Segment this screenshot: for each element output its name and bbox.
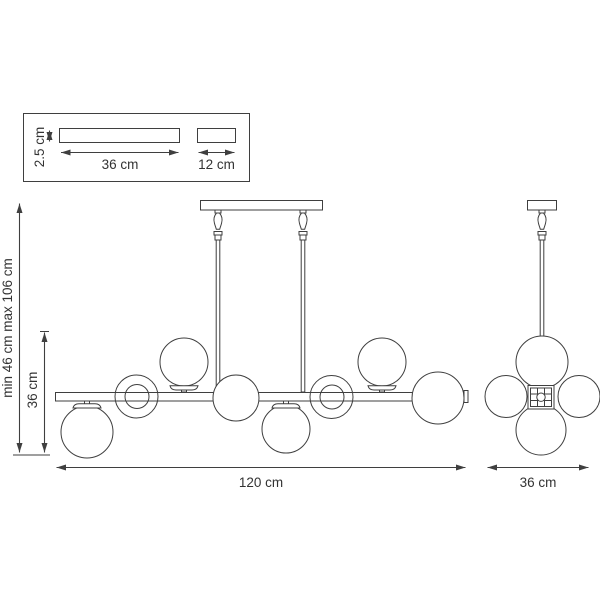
finial-vase (537, 212, 547, 230)
inset-canopy-width-label: 12 cm (198, 157, 235, 172)
finial-collar-bottom (299, 234, 307, 241)
side-globe-top (515, 335, 569, 389)
side-globe-left (484, 375, 528, 418)
thickness-label: 2.5 cm (32, 127, 47, 168)
globe (60, 405, 114, 459)
side-suspension-rod (539, 239, 545, 337)
height-range-label: min 46 cm max 106 cm (0, 258, 15, 398)
suspension-rod-right (300, 239, 306, 393)
suspension-rod-left (215, 239, 221, 393)
globe-upper-right (357, 337, 407, 393)
finial-collar-bottom (214, 234, 222, 241)
ring-shade-1-outer (114, 374, 159, 419)
finial-vase (298, 212, 308, 230)
hanger-finial-left (213, 209, 223, 241)
inset-detail-box: 2.5 cm 36 cm 12 cm (23, 113, 250, 182)
ring-shade-2-outer (309, 375, 354, 419)
globe (261, 404, 311, 454)
side-globe-right (557, 375, 600, 418)
globe-cap (367, 385, 397, 391)
side-canopy (527, 200, 557, 211)
globe-upper-left (159, 337, 209, 393)
globe-end-right (411, 371, 465, 425)
finial-collar-bottom (538, 234, 546, 241)
side-depth-label: 36 cm (520, 475, 557, 490)
globe-hanging-center (261, 400, 311, 454)
inset-bar-rect (59, 128, 180, 143)
globe-cap (72, 403, 102, 409)
hanger-finial-right (298, 209, 308, 241)
inset-bar-width-label: 36 cm (102, 157, 139, 172)
finial-collar-top (213, 231, 223, 236)
ring-shade-2-inner (319, 384, 345, 410)
side-hanger-finial (537, 209, 547, 241)
finial-collar-top (537, 231, 547, 236)
ornament-center-circle (536, 392, 546, 402)
ring-shade-1-inner (124, 384, 150, 409)
total-length-label: 120 cm (239, 475, 283, 490)
globe-center-left (212, 374, 260, 422)
body-height-label: 36 cm (25, 372, 40, 409)
bar-end-cap (463, 390, 469, 403)
globe (357, 337, 407, 387)
globe-hanging-left (60, 400, 114, 459)
globe (159, 337, 209, 387)
side-view (484, 200, 600, 456)
bottom-dimensions: 120 cm 36 cm (56, 464, 589, 490)
side-globe-bottom (515, 404, 567, 456)
finial-vase (213, 212, 223, 230)
finial-collar-top (298, 231, 308, 236)
inset-border (23, 113, 250, 182)
fixture-bar (55, 392, 465, 402)
inset-canopy-rect (197, 128, 236, 143)
front-view (55, 200, 469, 459)
left-dimensions: min 46 cm max 106 cm 36 cm (0, 203, 50, 456)
side-center-ornament (527, 385, 555, 410)
globe-cap (271, 403, 301, 409)
ceiling-canopy (200, 200, 323, 211)
globe-cap (169, 385, 199, 391)
